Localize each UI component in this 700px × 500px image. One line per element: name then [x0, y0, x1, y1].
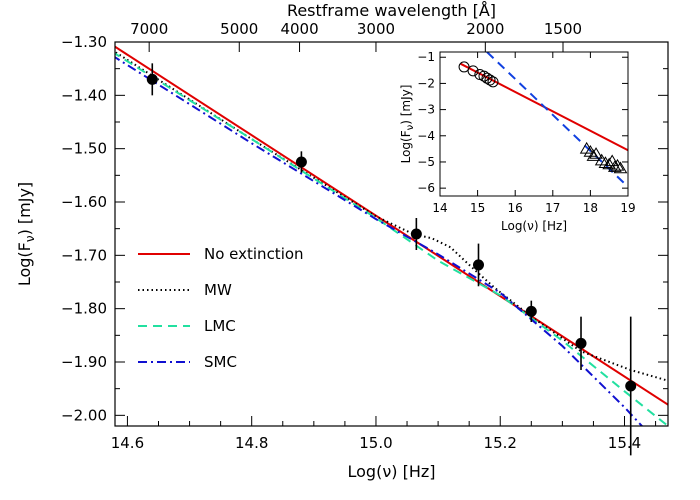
- series-line-lmc: [115, 52, 668, 426]
- inset-y-tick-label: −1: [417, 50, 435, 64]
- data-point: [146, 73, 158, 85]
- inset-y-tick-label: −3: [417, 103, 435, 117]
- y-axis-title: Log(Fν) [mJy]: [15, 182, 37, 286]
- inset-circle-point: [487, 76, 499, 88]
- inset-y-tick-label: −4: [417, 129, 435, 143]
- top-tick-label: 7000: [130, 20, 168, 38]
- y-tick-label: −1.60: [61, 193, 107, 211]
- legend-label: No extinction: [204, 245, 304, 263]
- inset-x-axis-title: Log(ν) [Hz]: [501, 219, 567, 233]
- inset-x-tick-label: 14: [432, 201, 447, 215]
- inset-circle-point: [484, 74, 496, 86]
- inset-frame: [439, 51, 629, 197]
- inset-background: [440, 52, 628, 196]
- top-tick-label: 4000: [280, 20, 318, 38]
- y-tick-label: −1.30: [61, 33, 107, 51]
- series-line-mw: [115, 50, 668, 382]
- inset-x-tick-label: 19: [620, 201, 635, 215]
- legend-label: LMC: [204, 317, 236, 335]
- legend-label: MW: [204, 281, 232, 299]
- data-point: [625, 380, 637, 392]
- inset-y-tick-label: −2: [417, 76, 435, 90]
- inset-x-tick-label: 18: [583, 201, 598, 215]
- y-tick-label: −1.40: [61, 86, 107, 104]
- series-line-no-extinction: [115, 45, 668, 406]
- y-axis-title-main: Log(F: [15, 242, 34, 286]
- y-tick-label: −1.70: [61, 246, 107, 264]
- top-tick-label: 3000: [357, 20, 395, 38]
- y-axis-title-sub: ν: [23, 235, 37, 242]
- legend-label: SMC: [204, 353, 237, 371]
- inset-circle-point: [481, 72, 493, 84]
- plot-frame: [114, 41, 669, 427]
- x-tick-label: 15.0: [359, 434, 392, 452]
- inset-y-tick-label: −5: [417, 155, 435, 169]
- inset-triangle-point: [610, 158, 625, 171]
- y-tick-label: −1.90: [61, 353, 107, 371]
- x-tick-label: 15.4: [608, 434, 641, 452]
- top-axis-title: Restframe wavelength [Å]: [287, 1, 496, 20]
- y-axis-title-tail: ) [mJy]: [15, 182, 34, 236]
- inset-y-axis-title-main: Log(F: [399, 130, 413, 163]
- inset-blue-dashed-line: [486, 52, 628, 188]
- series-line-smc: [115, 56, 644, 426]
- top-tick-label: 1500: [544, 20, 582, 38]
- inset-triangle-point: [602, 157, 617, 170]
- data-point: [525, 305, 537, 317]
- inset-y-axis-title: Log(Fν) [mJy]: [399, 85, 416, 164]
- inset-triangle-point: [586, 149, 601, 161]
- data-point: [410, 228, 422, 240]
- x-tick-label: 14.6: [111, 434, 144, 452]
- inset-y-tick-label: −6: [417, 181, 435, 195]
- inset-circle-point: [478, 70, 490, 82]
- top-tick-label: 2000: [466, 20, 504, 38]
- inset-y-axis-title-tail: ) [mJy]: [399, 85, 413, 125]
- top-tick-label: 5000: [220, 20, 258, 38]
- y-tick-label: −2.00: [61, 406, 107, 424]
- data-point: [472, 259, 484, 271]
- y-tick-label: −1.50: [61, 140, 107, 158]
- inset-triangle-point: [613, 161, 628, 174]
- inset-circle-point: [467, 65, 479, 77]
- x-tick-label: 15.2: [484, 434, 517, 452]
- x-axis-title: Log(ν) [Hz]: [348, 462, 436, 481]
- inset-triangle-point: [594, 153, 609, 166]
- inset-x-tick-label: 16: [508, 201, 523, 215]
- inset-x-tick-label: 15: [470, 201, 485, 215]
- inset-triangle-point: [589, 147, 603, 159]
- data-point: [575, 337, 587, 349]
- inset-x-tick-label: 17: [545, 201, 560, 215]
- y-tick-label: −1.80: [61, 300, 107, 318]
- data-point: [295, 156, 307, 168]
- inset-circle-point: [458, 61, 470, 73]
- inset-y-axis-title-sub: ν: [405, 124, 416, 130]
- x-tick-label: 14.8: [235, 434, 268, 452]
